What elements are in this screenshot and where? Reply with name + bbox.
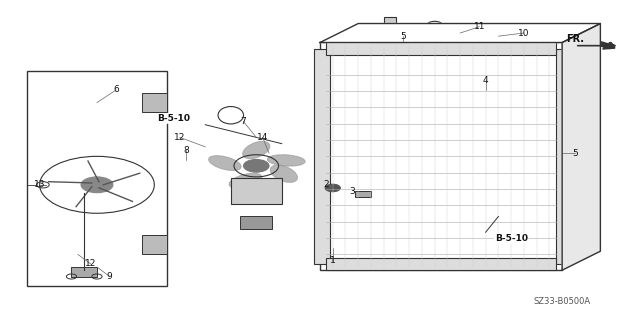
Bar	[241, 216, 272, 229]
Ellipse shape	[209, 156, 241, 171]
Text: 4: 4	[483, 76, 488, 85]
Text: 12: 12	[85, 259, 96, 268]
Circle shape	[325, 184, 340, 192]
Text: 6: 6	[113, 85, 119, 94]
Text: 2: 2	[324, 180, 329, 189]
Text: 8: 8	[183, 145, 189, 154]
Bar	[384, 17, 396, 27]
Polygon shape	[320, 24, 600, 42]
Bar	[556, 49, 572, 264]
Circle shape	[244, 160, 269, 172]
Text: 14: 14	[257, 133, 268, 142]
Text: 5: 5	[572, 149, 578, 158]
Text: 13: 13	[34, 180, 45, 189]
Polygon shape	[562, 24, 600, 270]
Text: FR.: FR.	[566, 34, 584, 44]
Bar	[231, 178, 282, 204]
Text: 12: 12	[174, 133, 186, 142]
Text: 7: 7	[241, 117, 246, 126]
Text: 9: 9	[107, 272, 113, 281]
Bar	[320, 42, 562, 270]
Text: B-5-10: B-5-10	[495, 234, 527, 243]
Bar	[141, 235, 167, 254]
Text: 10: 10	[518, 28, 530, 38]
Text: 11: 11	[474, 22, 485, 31]
Bar	[141, 93, 167, 112]
Text: SZ33-B0500A: SZ33-B0500A	[534, 297, 591, 306]
Circle shape	[81, 177, 113, 193]
Bar	[27, 71, 167, 286]
Bar	[314, 49, 330, 264]
Ellipse shape	[268, 155, 305, 166]
Text: 1: 1	[330, 256, 335, 265]
Bar	[72, 267, 97, 277]
Text: 5: 5	[400, 32, 406, 41]
Bar	[371, 27, 409, 42]
Text: B-5-10: B-5-10	[157, 114, 190, 123]
Ellipse shape	[243, 141, 270, 159]
Bar	[447, 24, 473, 36]
Ellipse shape	[270, 165, 298, 182]
Bar	[326, 39, 556, 55]
Bar	[326, 257, 556, 270]
Bar	[355, 191, 371, 197]
FancyArrow shape	[589, 39, 615, 49]
Text: 3: 3	[349, 187, 355, 196]
Ellipse shape	[229, 173, 262, 188]
